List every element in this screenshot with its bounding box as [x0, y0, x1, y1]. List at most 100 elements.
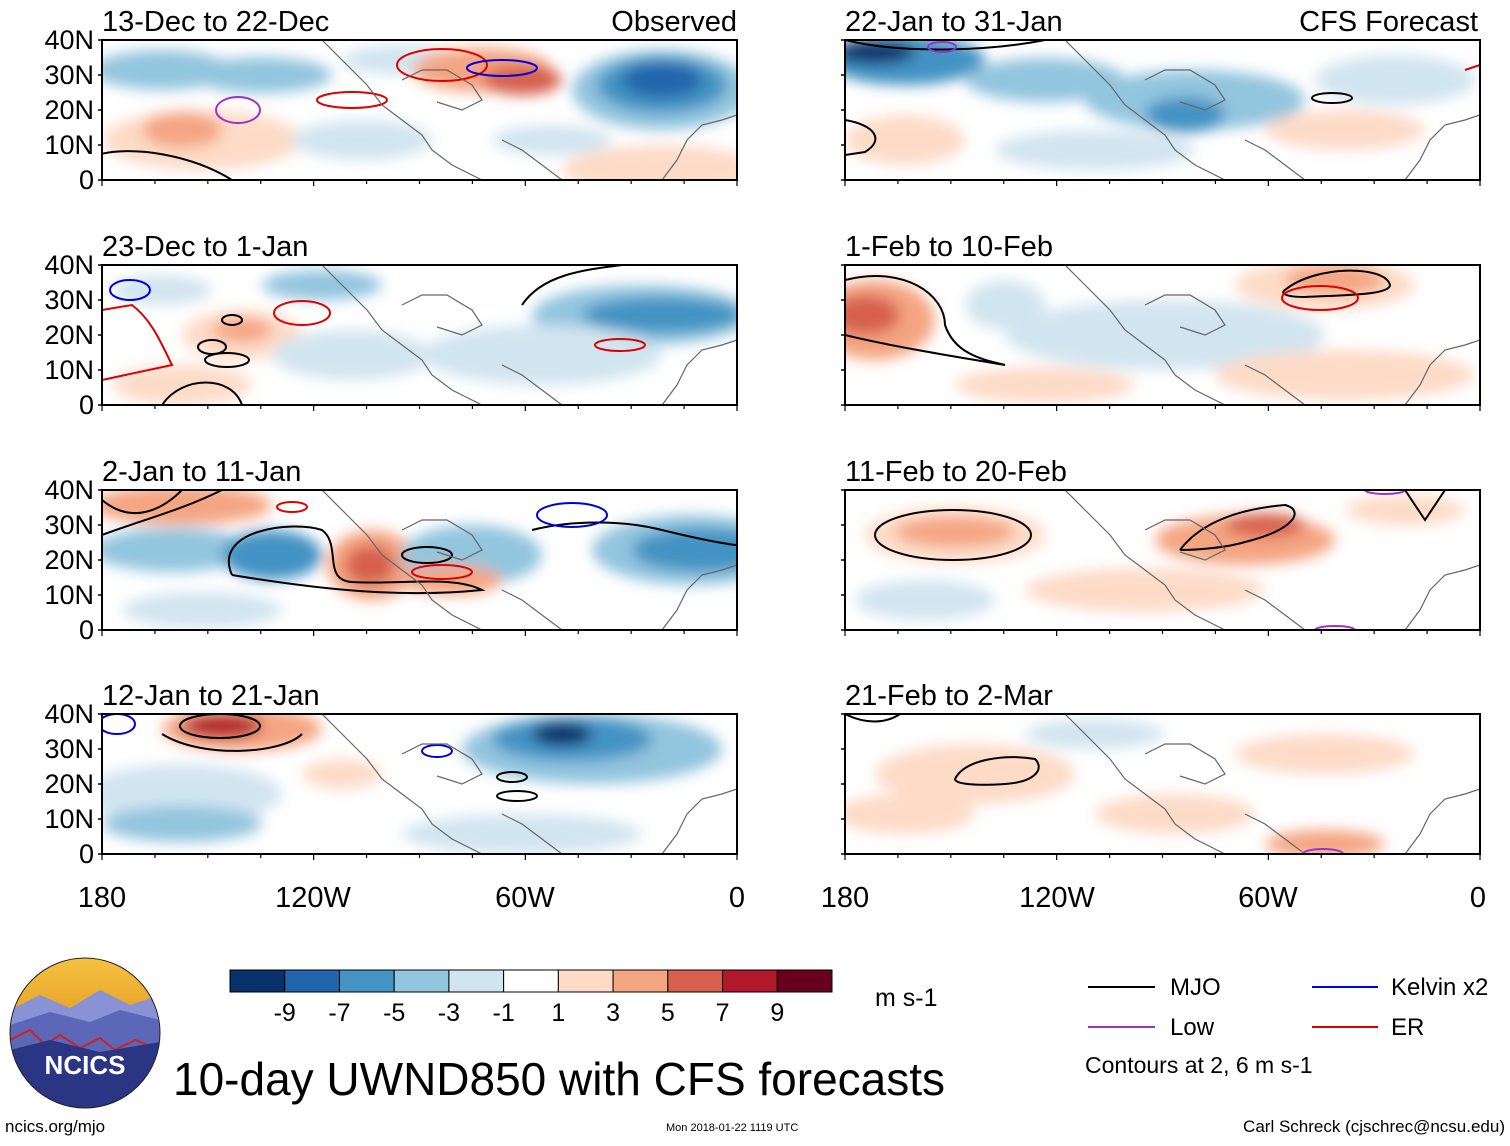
panel-title: 2-Jan to 11-Jan: [102, 456, 301, 488]
y-tick-label: 30N: [44, 734, 94, 764]
contours: [845, 40, 1480, 156]
x-tick-label: 0: [729, 882, 745, 914]
map-panel-observed-2: [101, 264, 738, 406]
contour-note: Contours at 2, 6 m s-1: [1085, 1052, 1313, 1078]
column-label-forecast: CFS Forecast: [1299, 6, 1478, 38]
legend-label: Low: [1170, 1014, 1215, 1041]
contours: [102, 714, 538, 802]
y-tick-label: 10N: [44, 130, 94, 160]
y-tick-label: 0: [79, 615, 94, 645]
panel-title: 12-Jan to 21-Jan: [102, 680, 320, 712]
x-tick-label: 60W: [495, 882, 555, 914]
figure-title: 10-day UWND850 with CFS forecasts: [173, 1053, 945, 1105]
coastlines: [321, 714, 737, 854]
colorbar-swatch: [393, 969, 450, 993]
y-axis-labels: 40N 30N 20N 10N 0 40N 30N 20N 10N 0 40N 30N 20N 10N 0 4…: [44, 25, 1481, 869]
x-tick-label: 180: [821, 882, 869, 914]
colorbar-label: 9: [770, 999, 784, 1027]
footer-author: Carl Schreck (cjschrec@ncsu.edu): [1243, 1117, 1505, 1136]
map-panel-forecast-3: [844, 489, 1481, 631]
y-tick-label: 30N: [44, 510, 94, 540]
panel-title: 13-Dec to 22-Dec: [102, 6, 329, 38]
y-tick-label: 10N: [44, 355, 94, 385]
ncics-logo: NCICS: [9, 957, 161, 1109]
x-tick-label: 120W: [1019, 882, 1095, 914]
colorbar-swatch: [776, 969, 833, 993]
wind-anomaly-field: [855, 495, 1465, 620]
y-tick-label: 0: [79, 390, 94, 420]
colorbar-label: -3: [438, 999, 460, 1027]
footer-website[interactable]: ncics.org/mjo: [5, 1117, 105, 1136]
contours: [845, 265, 1392, 366]
coastlines: [1064, 265, 1480, 405]
colorbar-label: 1: [551, 999, 565, 1027]
x-tick-label: 180: [78, 882, 126, 914]
map-panel-forecast-2: [844, 264, 1481, 406]
column-label-observed: Observed: [611, 6, 737, 38]
contours: [845, 714, 1344, 854]
colorbar-label: -9: [274, 999, 296, 1027]
colorbar-swatch: [612, 969, 669, 993]
coastlines: [1064, 714, 1480, 854]
colorbar-units: m s-1: [875, 984, 938, 1012]
coastlines: [321, 490, 737, 630]
x-tick-label: 120W: [275, 882, 351, 914]
panel-title: 21-Feb to 2-Mar: [845, 680, 1053, 712]
y-tick-label: 0: [79, 165, 94, 195]
y-tick-label: 40N: [44, 699, 94, 729]
y-tick-label: 40N: [44, 475, 94, 505]
colorbar: -9 -7 -5 -3 -1 1 3 5 7 9: [229, 969, 833, 1027]
map-panel-observed-4: [101, 713, 738, 855]
legend: MJO Kelvin x2 Low ER Contours at 2, 6 m …: [1085, 974, 1488, 1078]
panel-title: 22-Jan to 31-Jan: [845, 6, 1063, 38]
colorbar-swatch: [722, 969, 778, 993]
contours: [102, 48, 538, 180]
coastlines: [1064, 40, 1480, 180]
wind-anomaly-field: [102, 490, 737, 628]
map-panel-forecast-1: [844, 39, 1481, 181]
colorbar-swatch: [284, 969, 340, 993]
x-axis-right: 180 120W 60W 0: [821, 882, 1486, 914]
y-tick-label: 20N: [44, 320, 94, 350]
y-tick-label: 20N: [44, 95, 94, 125]
footer-timestamp: Mon 2018-01-22 1119 UTC: [666, 1122, 798, 1134]
legend-label: ER: [1391, 1014, 1424, 1041]
map-panel-observed-3: [101, 489, 738, 631]
y-tick-label: 20N: [44, 769, 94, 799]
legend-label: MJO: [1170, 974, 1221, 1001]
x-tick-label: 60W: [1238, 882, 1298, 914]
colorbar-swatch: [503, 969, 559, 993]
panel-title: 11-Feb to 20-Feb: [845, 456, 1067, 488]
colorbar-label: 5: [661, 999, 675, 1027]
panel-title: 1-Feb to 10-Feb: [845, 231, 1053, 263]
y-tick-label: 30N: [44, 285, 94, 315]
x-axis-left: 180 120W 60W 0: [78, 882, 745, 914]
colorbar-label: -5: [383, 999, 405, 1027]
contours: [102, 265, 646, 405]
wind-anomaly-field: [112, 270, 737, 405]
y-tick-label: 0: [79, 839, 94, 869]
wind-anomaly-field: [102, 714, 722, 854]
colorbar-swatch: [667, 969, 724, 993]
y-tick-label: 30N: [44, 60, 94, 90]
logo-text: NCICS: [45, 1050, 126, 1080]
colorbar-swatch: [448, 969, 505, 993]
y-tick-label: 10N: [44, 580, 94, 610]
y-tick-label: 20N: [44, 545, 94, 575]
coastlines: [321, 265, 737, 405]
panel-title: 23-Dec to 1-Jan: [102, 231, 308, 263]
y-tick-label: 10N: [44, 804, 94, 834]
wind-anomaly-field: [845, 719, 1415, 854]
map-panel-forecast-4: [844, 713, 1481, 855]
map-panel-observed-1: [101, 39, 738, 181]
x-tick-label: 0: [1470, 882, 1486, 914]
y-tick-label: 40N: [44, 25, 94, 55]
colorbar-label: -1: [493, 999, 515, 1027]
colorbar-label: 3: [606, 999, 620, 1027]
colorbar-swatch: [338, 969, 395, 993]
coastlines: [321, 40, 737, 180]
contours: [874, 490, 1446, 630]
y-tick-label: 40N: [44, 250, 94, 280]
